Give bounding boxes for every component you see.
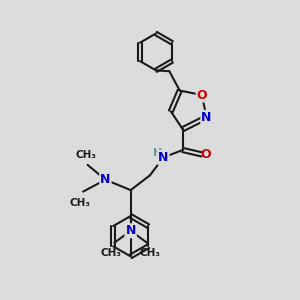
Text: O: O — [201, 148, 211, 161]
Text: N: N — [158, 151, 169, 164]
Text: N: N — [125, 224, 136, 237]
Text: O: O — [197, 88, 207, 101]
Text: N: N — [201, 111, 212, 124]
Text: N: N — [100, 173, 111, 186]
Text: CH₃: CH₃ — [76, 149, 97, 160]
Text: CH₃: CH₃ — [140, 248, 160, 258]
Text: CH₃: CH₃ — [69, 198, 90, 208]
Text: H: H — [153, 148, 162, 158]
Text: CH₃: CH₃ — [101, 248, 122, 258]
